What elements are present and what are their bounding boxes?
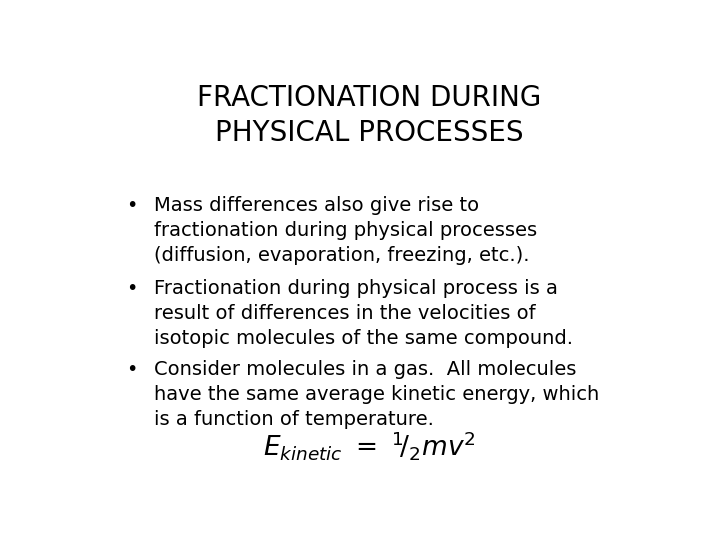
Text: •: • [126, 279, 138, 298]
Text: $E_{kinetic}\ =\ \mathregular{^1\!/}_{\mathregular{2}}mv^2$: $E_{kinetic}\ =\ \mathregular{^1\!/}_{\m… [263, 429, 475, 462]
Text: •: • [126, 196, 138, 215]
Text: •: • [126, 360, 138, 379]
Text: Consider molecules in a gas.  All molecules
have the same average kinetic energy: Consider molecules in a gas. All molecul… [154, 360, 600, 429]
Text: Fractionation during physical process is a
result of differences in the velociti: Fractionation during physical process is… [154, 279, 573, 348]
Text: FRACTIONATION DURING
PHYSICAL PROCESSES: FRACTIONATION DURING PHYSICAL PROCESSES [197, 84, 541, 147]
Text: Mass differences also give rise to
fractionation during physical processes
(diff: Mass differences also give rise to fract… [154, 196, 537, 265]
